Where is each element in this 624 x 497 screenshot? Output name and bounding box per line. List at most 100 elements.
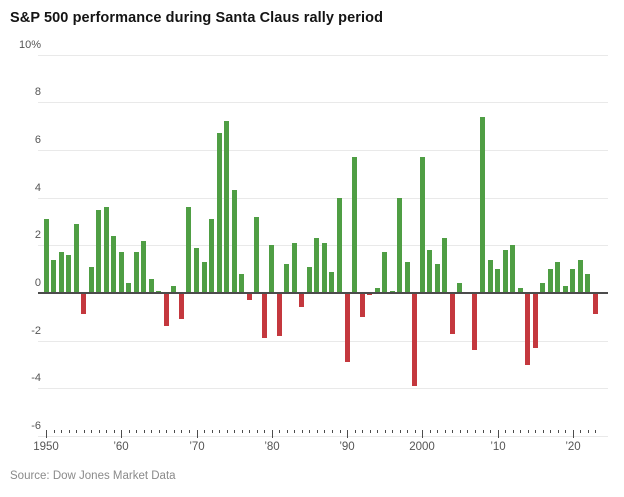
x-axis-tick [84,430,85,433]
bar-1969 [186,207,191,293]
bar-1990 [345,293,350,362]
x-axis-tick [212,430,213,433]
x-axis-tick [588,430,589,433]
x-axis-tick [114,430,115,433]
x-axis-tick [370,430,371,433]
x-axis-tick-label: ’80 [264,441,280,453]
bar-1983 [292,243,297,293]
bar-2020 [570,269,575,293]
bar-1968 [179,293,184,319]
x-axis-tick-label: 1950 [33,441,59,453]
x-axis-tick [309,430,310,433]
bar-1978 [254,217,259,293]
x-axis-tick [573,430,574,438]
x-axis-tick [362,430,363,433]
bar-1992 [360,293,365,317]
bar-1974 [224,121,229,293]
x-axis-tick [565,430,566,433]
x-axis-tick [54,430,55,433]
x-axis-tick [181,430,182,433]
bar-2010 [495,269,500,293]
x-axis-tick [332,430,333,433]
bar-1963 [141,241,146,293]
bar-1988 [329,272,334,293]
x-axis-tick [580,430,581,433]
bar-1952 [59,252,64,293]
bar-2016 [540,283,545,293]
bar-1999 [412,293,417,386]
bar-1994 [375,288,380,293]
bar-2014 [525,293,530,365]
x-axis-tick [294,430,295,433]
x-axis-tick [219,430,220,433]
gridline [38,55,608,56]
bar-1970 [194,248,199,293]
bar-2004 [450,293,455,334]
x-axis-tick [151,430,152,433]
bar-2023 [593,293,598,314]
bar-2015 [533,293,538,348]
gridline [38,436,608,437]
y-axis-tick-label: 8 [34,86,41,98]
bar-1967 [171,286,176,293]
x-axis-tick [91,430,92,433]
y-axis-tick-label: 10% [18,39,41,51]
x-axis-tick [242,430,243,433]
bar-1998 [405,262,410,293]
x-axis-tick [558,430,559,433]
x-axis-tick [106,430,107,433]
bar-1997 [397,198,402,293]
bar-1962 [134,252,139,293]
x-axis-tick [174,430,175,433]
y-axis-tick-label: 4 [34,182,41,194]
x-axis-tick [513,430,514,433]
bar-1972 [209,219,214,293]
x-axis-tick [46,430,47,438]
x-axis-tick-label: 2000 [409,441,435,453]
bar-1958 [104,207,109,293]
x-axis-tick [505,430,506,433]
bar-1995 [382,252,387,293]
bar-1993 [367,293,372,295]
x-axis-tick [543,430,544,433]
x-axis-tick [407,430,408,433]
bar-1975 [232,190,237,293]
bar-2019 [563,286,568,293]
bar-2003 [442,238,447,293]
bar-1954 [74,224,79,293]
x-axis-tick [385,430,386,433]
bar-1971 [202,262,207,293]
bar-1955 [81,293,86,314]
x-axis-tick [340,430,341,433]
source-note: Source: Dow Jones Market Data [10,470,176,482]
x-axis-tick [437,430,438,433]
bar-1960 [119,252,124,293]
bar-2018 [555,262,560,293]
x-axis-tick [490,430,491,433]
bar-2000 [420,157,425,293]
x-axis-tick [129,430,130,433]
bar-1956 [89,267,94,293]
x-axis-tick [392,430,393,433]
y-axis-tick-label: -2 [31,325,41,337]
x-axis-tick [528,430,529,433]
gridline [38,341,608,342]
x-axis-tick [550,430,551,433]
x-axis-tick [136,430,137,433]
bar-1973 [217,133,222,293]
x-axis-tick [99,430,100,433]
x-axis-tick [272,430,273,438]
bar-1976 [239,274,244,293]
bar-2009 [488,260,493,293]
x-axis-tick [377,430,378,433]
x-axis-tick-label: ’90 [339,441,355,453]
x-axis-tick [227,430,228,433]
bar-2011 [503,250,508,293]
x-axis-tick [445,430,446,433]
x-axis-tick-label: ’70 [189,441,205,453]
bar-1987 [322,243,327,293]
gridline [38,102,608,103]
x-axis-tick [166,430,167,433]
